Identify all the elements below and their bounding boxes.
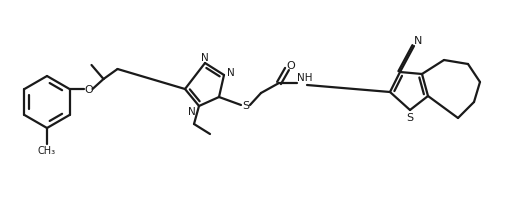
Text: S: S — [243, 101, 250, 110]
Text: O: O — [287, 61, 296, 71]
Text: N: N — [188, 107, 196, 116]
Text: S: S — [407, 112, 414, 122]
Text: O: O — [84, 85, 93, 95]
Text: NH: NH — [297, 73, 313, 83]
Text: N: N — [201, 53, 209, 63]
Text: CH₃: CH₃ — [38, 145, 56, 155]
Text: N: N — [227, 68, 235, 78]
Text: N: N — [414, 36, 422, 46]
